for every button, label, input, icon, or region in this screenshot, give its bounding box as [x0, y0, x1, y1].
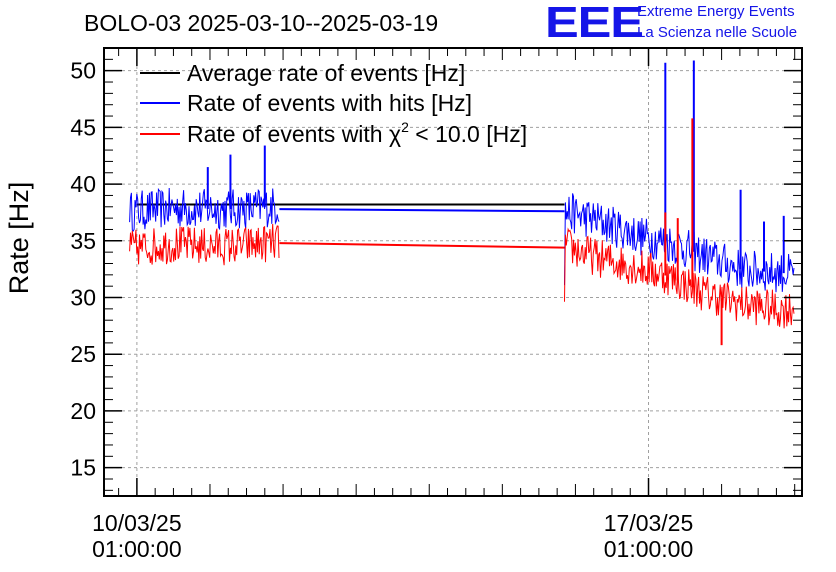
legend: Average rate of events [Hz] Rate of event…	[140, 60, 527, 147]
eee-logo-mark: EEE	[545, 0, 644, 47]
y-tick-label: 20	[70, 398, 96, 424]
label-layer: 152025303540455010/03/2501:00:0017/03/25…	[4, 58, 693, 562]
y-tick-label: 25	[70, 341, 96, 367]
logo-line-1: Extreme Energy Events	[637, 3, 795, 20]
series-hits	[129, 60, 795, 293]
series-chi2-line	[129, 223, 280, 266]
y-tick-label: 45	[70, 114, 96, 140]
x-tick-label-time: 01:00:00	[604, 536, 694, 562]
legend-label-chi2: Rate of events with χ2 < 10.0 [Hz]	[187, 119, 527, 147]
y-axis-label: Rate [Hz]	[4, 182, 34, 295]
series-layer	[129, 60, 795, 346]
chart-title: BOLO-03 2025-03-10--2025-03-19	[84, 10, 439, 36]
series-hits-line	[564, 193, 795, 293]
x-tick-label-date: 10/03/25	[92, 510, 182, 536]
y-tick-label: 30	[70, 285, 96, 311]
legend-label-hits: Rate of events with hits [Hz]	[187, 90, 472, 116]
series-chi2-line	[564, 227, 795, 329]
logo-line-2: La Scienza nelle Scuole	[637, 24, 798, 41]
legend-label-average: Average rate of events [Hz]	[187, 60, 465, 86]
plot-frame	[103, 47, 803, 497]
y-tick-label: 40	[70, 171, 96, 197]
x-tick-label-time: 01:00:00	[92, 536, 182, 562]
series-hits-line	[279, 208, 565, 213]
series-chi2	[129, 118, 795, 346]
y-tick-label: 50	[70, 58, 96, 84]
series-hits-line	[129, 187, 280, 232]
y-tick-label: 15	[70, 455, 96, 481]
series-chi2-line	[279, 242, 565, 249]
x-tick-label-date: 17/03/25	[604, 510, 694, 536]
y-tick-label: 35	[70, 228, 96, 254]
grid-layer	[104, 48, 802, 496]
tick-layer	[104, 48, 802, 496]
